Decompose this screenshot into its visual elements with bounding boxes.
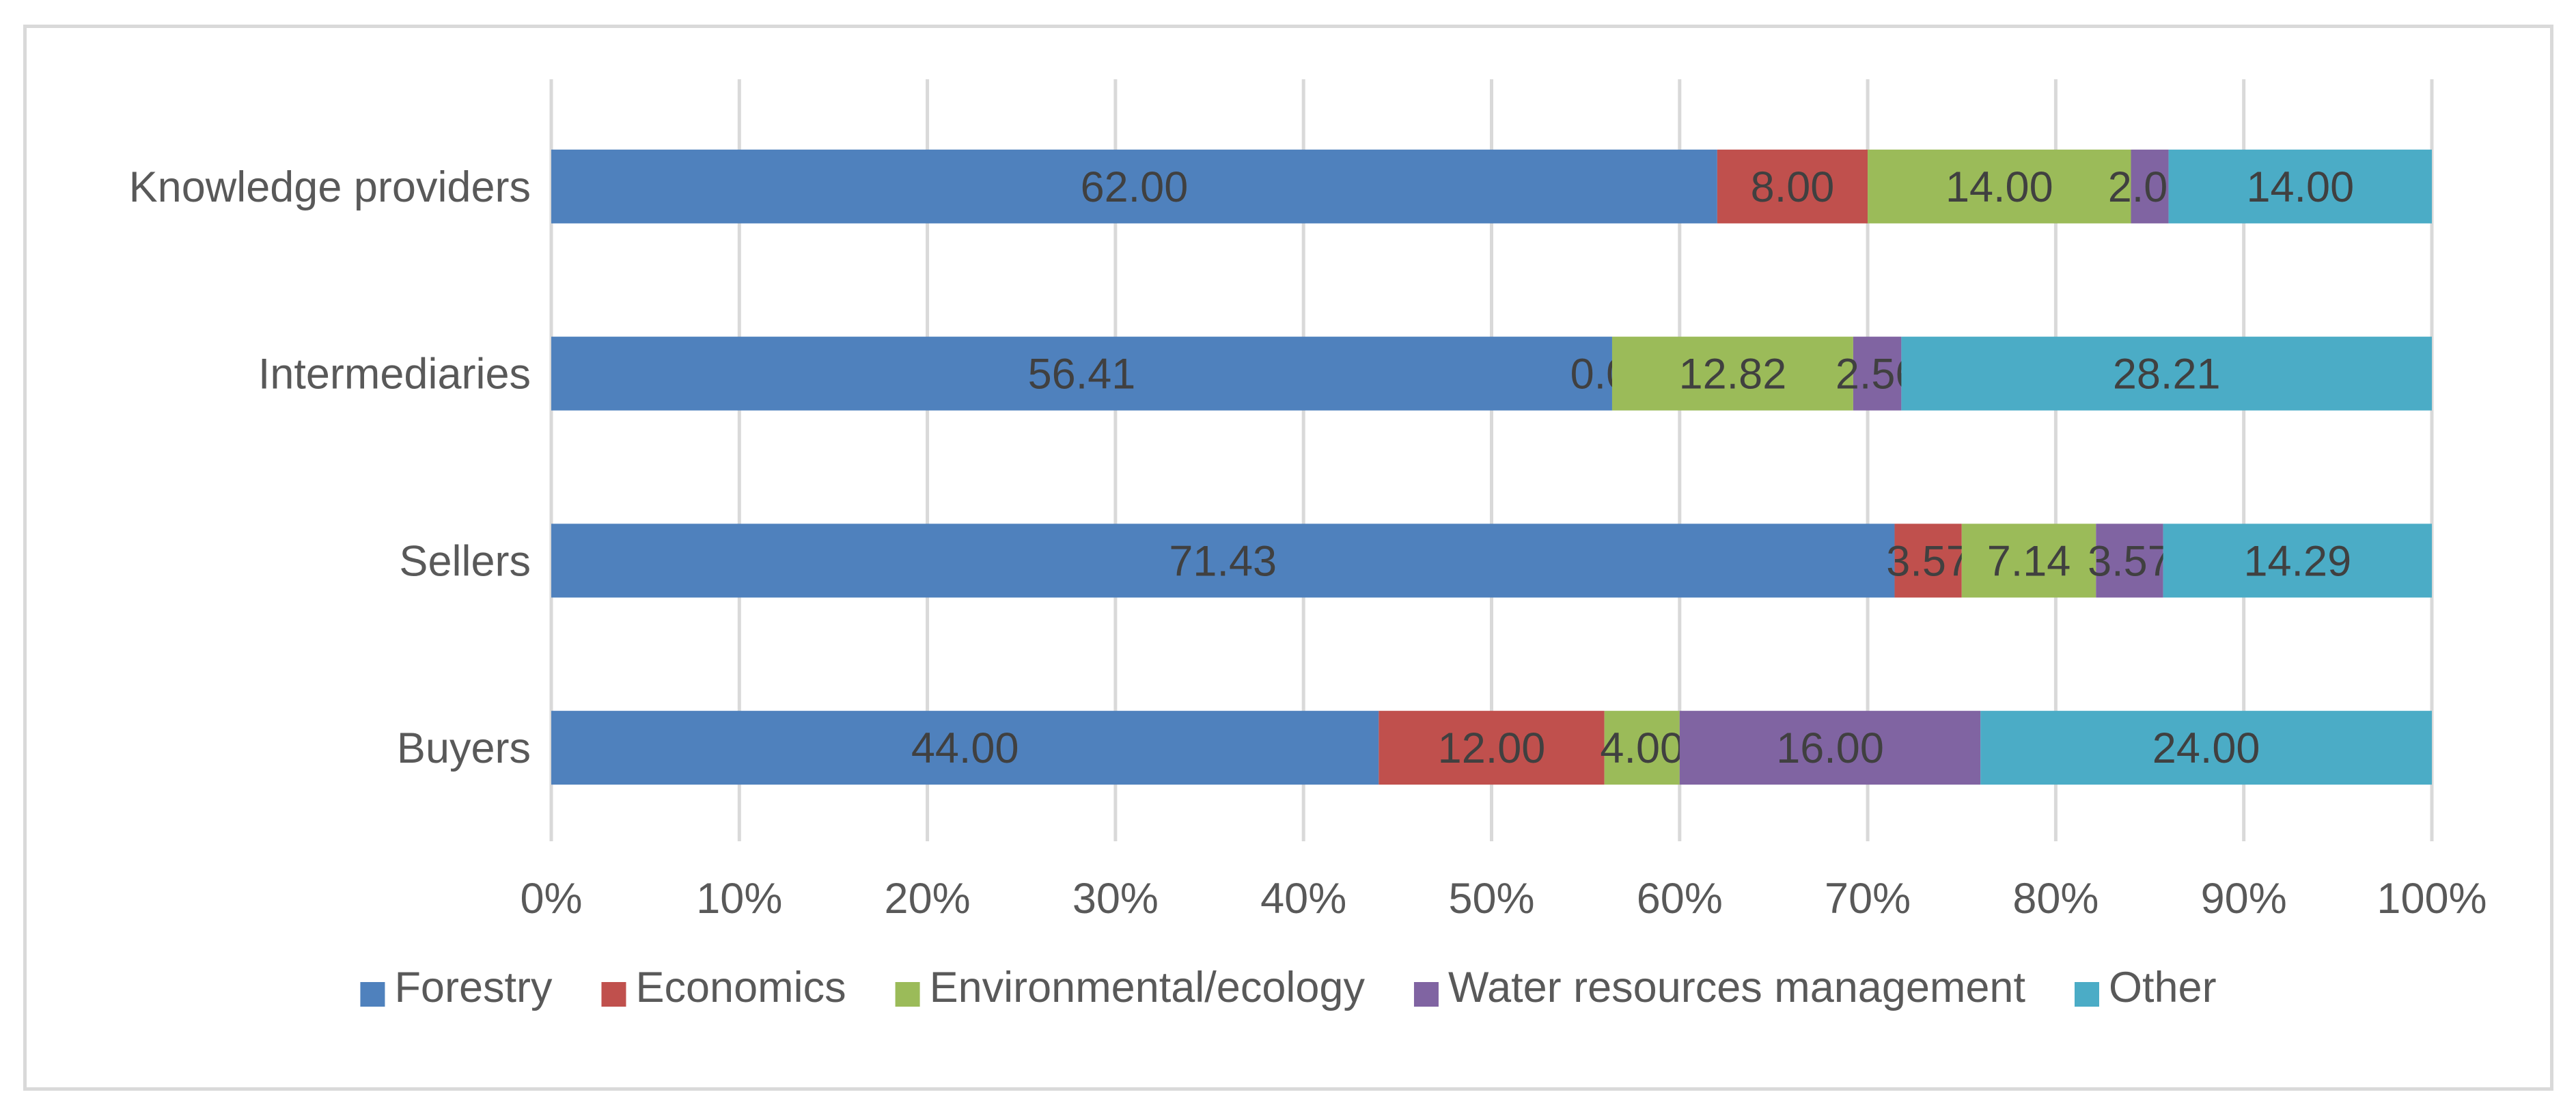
bar-segment (1868, 149, 2131, 223)
legend-swatch (601, 982, 626, 1007)
legend-swatch (2074, 982, 2099, 1007)
x-tick-label: 0% (520, 875, 582, 923)
data-label: 7.14 (1987, 537, 2071, 585)
data-label: 8.00 (1751, 163, 1835, 211)
x-tick-label: 30% (1072, 875, 1159, 923)
legend-swatch (895, 982, 920, 1007)
bar-segment (2168, 149, 2432, 223)
data-label: 14.29 (2243, 537, 2351, 585)
legend-swatch (1413, 982, 1439, 1007)
data-label: 71.43 (1169, 537, 1277, 585)
data-label: 56.41 (1028, 351, 1136, 398)
bar-segment (1379, 711, 1605, 785)
bar-segment (2163, 523, 2432, 598)
x-tick-label: 50% (1448, 875, 1534, 923)
legend-item: Water resources management (1413, 964, 2026, 1011)
data-label: 3.57 (1886, 537, 1970, 585)
category-label: Buyers (397, 724, 531, 772)
x-tick-label: 80% (2012, 875, 2099, 923)
legend-label: Environmental/ecology (930, 964, 1366, 1011)
data-label: 28.21 (2113, 351, 2221, 398)
bar-segment (1901, 336, 2432, 411)
data-label: 44.00 (911, 724, 1019, 772)
data-label: 12.82 (1679, 351, 1787, 398)
legend: Forestry Economics Environmental/ecology Wa… (360, 964, 2217, 1011)
category-label: Intermediaries (258, 351, 531, 398)
bar-segment (1980, 711, 2432, 785)
data-label: 14.00 (2246, 163, 2354, 211)
x-axis-tick-labels: 0% 10% 20% 30% 40% 50% 60% 70% 80% 90% 100% (520, 875, 2487, 923)
data-label: 3.57 (2088, 537, 2172, 585)
legend-label: Economics (635, 964, 846, 1011)
bar-segment (1679, 711, 1981, 785)
x-tick-label: 70% (1825, 875, 1911, 923)
data-label: 4.00 (1600, 724, 1684, 772)
chart-frame: 62.008.0014.002.0014.0056.410.0012.822.5… (23, 25, 2553, 1091)
data-label: 24.00 (2152, 724, 2260, 772)
x-tick-label: 100% (2377, 875, 2487, 923)
bar-segment (551, 711, 1379, 785)
legend-label: Water resources management (1448, 964, 2026, 1011)
legend-label: Forestry (394, 964, 553, 1011)
x-tick-label: 10% (696, 875, 782, 923)
category-label: Sellers (399, 537, 531, 585)
bar-segment (2131, 149, 2169, 223)
x-tick-label: 40% (1260, 875, 1346, 923)
bars: 62.008.0014.002.0014.0056.410.0012.822.5… (551, 149, 2432, 785)
x-tick-label: 20% (885, 875, 971, 923)
category-label: Knowledge providers (129, 163, 531, 211)
bar-segment (1853, 336, 1902, 411)
legend-label: Other (2109, 964, 2217, 1011)
legend-item: Forestry (360, 964, 553, 1011)
bar-segment (551, 523, 1895, 598)
data-label: 16.00 (1776, 724, 1884, 772)
legend-item: Economics (601, 964, 846, 1011)
bar-segment (1717, 149, 1868, 223)
legend-item: Environmental/ecology (895, 964, 1366, 1011)
legend-item: Other (2074, 964, 2217, 1011)
stacked-bar-chart: 62.008.0014.002.0014.0056.410.0012.822.5… (129, 79, 2487, 1011)
data-label: 12.00 (1438, 724, 1546, 772)
data-label: 14.00 (1945, 163, 2053, 211)
bar-segment (1961, 523, 2096, 598)
bar-segment (551, 149, 1717, 223)
bar-segment (1894, 523, 1962, 598)
x-tick-label: 60% (1637, 875, 1723, 923)
legend-swatch (360, 982, 385, 1007)
bar-segment (1611, 336, 1853, 411)
category-labels: Knowledge providers Intermediaries Sellers… (129, 163, 531, 772)
data-label: 62.00 (1081, 163, 1189, 211)
bar-segment (551, 336, 1612, 411)
bar-segment (2096, 523, 2163, 598)
x-tick-label: 90% (2201, 875, 2287, 923)
bar-segment (1604, 711, 1680, 785)
